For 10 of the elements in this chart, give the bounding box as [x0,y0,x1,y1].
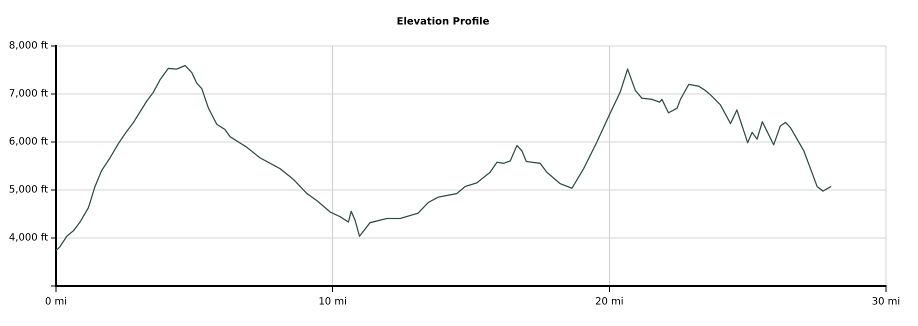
chart-title: Elevation Profile [396,16,490,28]
y-tick-label: 4,000 ft [8,232,48,244]
x-tick-label: 0 mi [44,296,68,308]
y-tick-label: 7,000 ft [8,88,48,100]
y-tick-label: 8,000 ft [8,40,48,52]
y-tick-label: 5,000 ft [8,184,48,196]
y-tick-label: 6,000 ft [8,136,48,148]
x-tick-label: 30 mi [872,296,900,308]
x-tick-label: 20 mi [595,296,624,308]
x-tick-label: 10 mi [318,296,347,308]
